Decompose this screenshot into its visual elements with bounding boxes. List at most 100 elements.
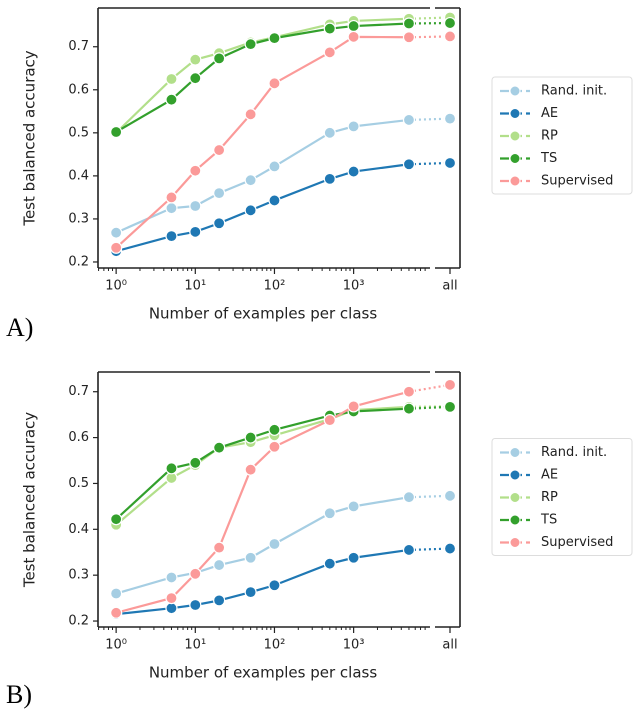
point — [165, 230, 178, 243]
point — [402, 402, 416, 415]
series-line-dotted — [408, 161, 451, 166]
point — [268, 579, 281, 592]
legend-label: Rand. init. — [541, 445, 607, 460]
point — [213, 217, 226, 230]
x-tick-label: 10¹ — [184, 638, 206, 653]
point — [347, 400, 360, 413]
y-axis-label: Test balanced accuracy — [21, 412, 39, 588]
series-line — [115, 390, 410, 614]
point — [213, 594, 226, 607]
series-line-dotted — [408, 547, 451, 552]
y-tick-label: 0.3 — [68, 211, 89, 226]
point — [165, 202, 178, 215]
point — [443, 378, 457, 391]
point — [244, 586, 257, 599]
point — [189, 567, 202, 580]
point — [213, 441, 226, 454]
x-tick-label: all — [442, 279, 457, 294]
point — [347, 19, 360, 33]
legend-marker — [509, 469, 521, 481]
panel-label: B) — [6, 680, 32, 709]
point — [323, 126, 336, 139]
legend-label: Rand. init. — [541, 84, 607, 99]
series-line — [115, 405, 410, 526]
point — [323, 22, 336, 35]
legend-label: Supervised — [541, 174, 613, 189]
point — [189, 598, 202, 612]
point — [244, 174, 257, 187]
point — [323, 414, 336, 427]
x-axis-label: Number of examples per class — [149, 664, 378, 682]
y-axis-label: Test balanced accuracy — [21, 50, 39, 226]
point — [268, 77, 281, 90]
point — [244, 431, 257, 444]
point — [323, 507, 336, 520]
point — [347, 165, 360, 178]
x-tick-label: 10² — [264, 638, 286, 653]
legend-label: AE — [541, 106, 558, 121]
point — [268, 160, 281, 173]
point — [443, 112, 457, 125]
point — [165, 191, 178, 204]
x-axis-label: Number of examples per class — [149, 305, 378, 323]
legend-marker — [509, 492, 521, 503]
point — [268, 440, 281, 453]
point — [402, 158, 416, 171]
point — [268, 32, 281, 45]
legend-marker — [509, 514, 521, 526]
legend-box — [491, 76, 633, 195]
panel-label: A) — [6, 313, 33, 342]
series-line — [116, 548, 410, 616]
point — [189, 456, 202, 469]
point — [402, 113, 416, 127]
legend-marker — [509, 153, 521, 164]
series-line — [115, 407, 410, 521]
point — [110, 125, 123, 139]
point — [165, 93, 178, 106]
legend-label: TS — [540, 513, 557, 528]
legend-box — [491, 438, 633, 556]
point — [189, 72, 202, 85]
point — [347, 30, 360, 43]
series-line-dotted — [408, 35, 451, 39]
y-tick-label: 0.4 — [68, 168, 89, 183]
point — [443, 156, 457, 170]
legend-label: Supervised — [541, 535, 613, 550]
point — [268, 194, 281, 207]
point — [443, 542, 457, 555]
point — [213, 541, 226, 554]
point — [189, 199, 202, 213]
point — [244, 551, 257, 564]
y-tick-label: 0.3 — [68, 568, 89, 583]
legend-label: RP — [541, 490, 558, 505]
point — [323, 172, 336, 185]
point — [213, 558, 226, 572]
y-tick-label: 0.7 — [68, 384, 89, 399]
series-line — [115, 118, 410, 234]
x-tick-label: 10² — [264, 279, 286, 294]
y-tick-label: 0.6 — [68, 430, 89, 445]
point — [347, 551, 360, 564]
series-line-dotted — [408, 405, 451, 410]
point — [165, 462, 178, 475]
legend-marker — [509, 130, 521, 142]
point — [244, 38, 257, 51]
point — [244, 204, 257, 217]
point — [268, 537, 281, 551]
point — [402, 31, 416, 44]
series-line — [115, 496, 410, 595]
point — [110, 513, 123, 526]
point — [110, 226, 123, 239]
point — [402, 543, 416, 557]
y-tick-label: 0.5 — [68, 125, 89, 140]
point — [323, 46, 336, 59]
point — [347, 500, 360, 513]
point — [213, 52, 226, 65]
point — [213, 143, 226, 157]
panel: 0.2 0.3 0.4 0.5 0.6 0.7 10⁰ 10¹ 10² 10³ all Number … — [6, 371, 633, 709]
point — [402, 385, 416, 398]
point — [443, 30, 457, 43]
point — [110, 587, 123, 600]
y-tick-label: 0.2 — [68, 614, 89, 629]
point — [443, 400, 457, 413]
